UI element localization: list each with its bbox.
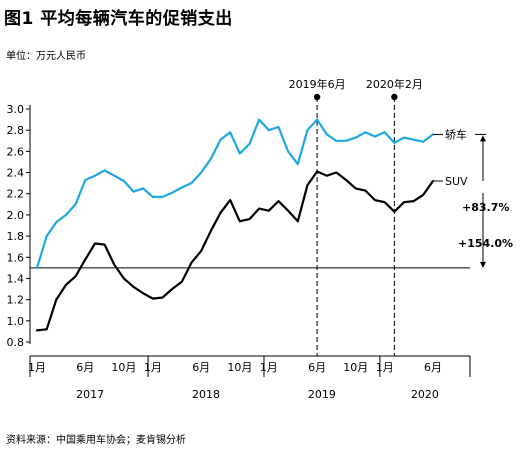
year-label: 2017 <box>76 388 104 401</box>
y-tick-label: 1.2 <box>7 294 25 307</box>
x-tick-label: 1月 <box>260 361 278 374</box>
reference-lines: 2019年6月 2020年2月 <box>30 77 470 356</box>
x-tick-label: 10月 <box>111 361 136 374</box>
annotation-arrowhead <box>480 135 486 142</box>
year-label: 2020 <box>411 388 439 401</box>
y-tick-label: 1.0 <box>7 315 25 328</box>
x-tick-label: 6月 <box>308 361 326 374</box>
y-axis: 0.8 1.0 1.2 1.4 1.6 1.8 2.0 2.2 2.4 2.6 2.8 3.0 <box>7 103 31 349</box>
x-tick-label: 6月 <box>424 361 442 374</box>
sedan-series-label: 轿车 <box>445 127 467 141</box>
suv-series-line <box>35 170 435 332</box>
annotation-label-suv: +154.0% <box>458 237 513 250</box>
year-label: 2019 <box>308 388 336 401</box>
x-tick-label: 1月 <box>376 361 394 374</box>
annotation-label-sedan: +83.7% <box>462 201 509 214</box>
x-tick-label: 6月 <box>192 361 210 374</box>
source-note: 资料来源：中国乘用车协会；麦肯锡分析 <box>6 435 186 446</box>
annotations: +83.7% +154.0% <box>458 133 513 268</box>
series-group: 轿车 SUV <box>35 118 468 332</box>
year-label: 2018 <box>192 388 220 401</box>
x-tick-label: 1月 <box>28 361 46 374</box>
marker-dot <box>313 93 321 101</box>
page-title: 图1 平均每辆汽车的促销支出 <box>4 9 233 29</box>
unit-label: 单位：万元人民币 <box>6 51 86 62</box>
x-tick-label: 10月 <box>343 361 368 374</box>
marker-dot <box>391 93 398 101</box>
y-tick-label: 2.0 <box>7 209 25 222</box>
y-tick-label: 2.8 <box>7 124 25 137</box>
annotation-arrowhead <box>480 261 486 268</box>
y-tick-label: 3.0 <box>7 103 25 116</box>
marker-label: 2019年6月 <box>289 77 346 91</box>
y-tick-label: 0.8 <box>7 336 25 349</box>
y-tick-label: 2.4 <box>7 167 25 180</box>
y-tick-label: 1.8 <box>7 230 25 243</box>
suv-series-label: SUV <box>445 175 468 188</box>
x-axis: 1月 6月 10月 1月 6月 10月 1月 6月 10月 1月 6月 2017 2018 2019 202… <box>28 355 471 401</box>
y-tick-label: 2.6 <box>7 145 25 158</box>
y-tick-label: 1.4 <box>7 272 25 285</box>
marker-label: 2020年2月 <box>366 77 423 91</box>
sedan-series-line <box>35 118 435 269</box>
y-tick-label: 1.6 <box>7 251 25 264</box>
x-tick-label: 1月 <box>144 361 162 374</box>
x-tick-label: 6月 <box>76 361 94 374</box>
x-tick-label: 10月 <box>227 361 252 374</box>
y-tick-label: 2.2 <box>7 188 25 201</box>
